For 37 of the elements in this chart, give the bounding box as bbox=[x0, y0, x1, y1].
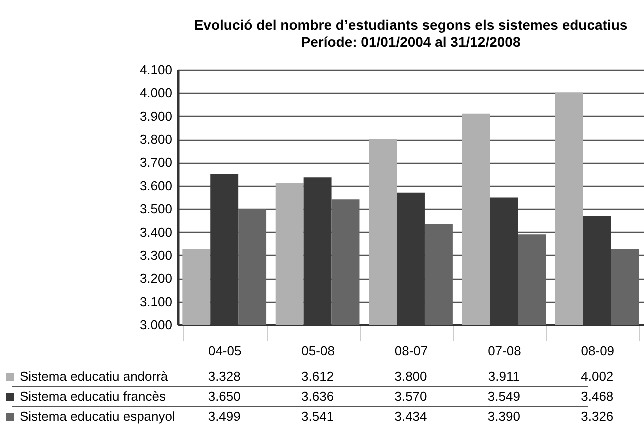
data-label: 3.541 bbox=[302, 409, 334, 424]
data-label: 3.911 bbox=[488, 369, 520, 384]
legend-label: Sistema educatiu andorrà bbox=[20, 369, 169, 384]
y-tick-label: 4.000 bbox=[140, 86, 172, 101]
y-tick-label: 3.400 bbox=[140, 224, 172, 240]
y-tick-label: 3.100 bbox=[140, 294, 172, 310]
data-label: 3.650 bbox=[208, 389, 241, 404]
y-tick-label: 3.300 bbox=[140, 248, 172, 263]
chart-title: Evolució del nombre d’estudiants segons els sistemes educatius bbox=[194, 17, 628, 33]
y-tick-label: 3.700 bbox=[140, 155, 172, 170]
y-tick-label: 3.600 bbox=[140, 178, 172, 194]
data-label: 3.328 bbox=[208, 369, 241, 384]
y-tick-label: 4.100 bbox=[140, 62, 172, 78]
y-tick-label: 3.500 bbox=[140, 202, 172, 217]
data-label: 3.326 bbox=[581, 409, 614, 424]
data-label: 4.002 bbox=[581, 369, 614, 384]
data-label: 3.612 bbox=[302, 369, 334, 384]
x-tick-label: 08-07 bbox=[394, 344, 428, 358]
x-tick-label: 04-05 bbox=[208, 344, 242, 358]
legend-label: Sistema educatiu francès bbox=[20, 389, 166, 404]
y-tick-label: 3.800 bbox=[140, 132, 172, 148]
x-tick-label: 07-08 bbox=[488, 344, 522, 358]
data-label: 3.570 bbox=[394, 389, 428, 404]
x-tick-label: 05-08 bbox=[302, 344, 335, 358]
data-label: 3.636 bbox=[302, 389, 334, 404]
x-tick-label: 08-09 bbox=[581, 344, 615, 358]
data-label: 3.549 bbox=[488, 389, 520, 404]
y-tick-label: 3.200 bbox=[140, 271, 172, 286]
legend-label: Sistema educatiu espanyol bbox=[20, 409, 176, 424]
data-label: 3.434 bbox=[394, 409, 428, 424]
data-label: 3.390 bbox=[488, 409, 520, 424]
y-tick-label: 3.900 bbox=[140, 108, 172, 124]
data-label: 3.468 bbox=[581, 389, 614, 404]
y-tick-label: 3.000 bbox=[140, 318, 172, 332]
data-label: 3.499 bbox=[208, 409, 241, 424]
data-label: 3.800 bbox=[394, 369, 428, 384]
chart-subtitle: Període: 01/01/2004 al 31/12/2008 bbox=[301, 34, 521, 50]
